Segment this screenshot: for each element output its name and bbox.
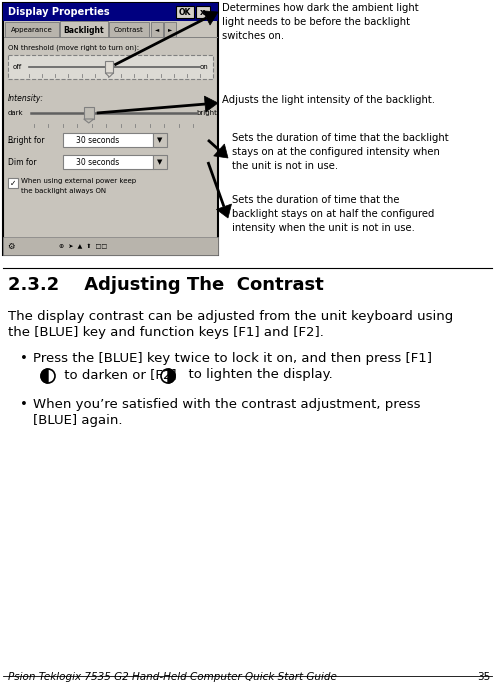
Text: OK: OK <box>179 8 191 17</box>
Text: Determines how dark the ambient light
light needs to be before the backlight
swi: Determines how dark the ambient light li… <box>222 3 419 41</box>
Text: ON threshold (move right to turn on):: ON threshold (move right to turn on): <box>8 44 139 51</box>
Text: ✓: ✓ <box>10 178 16 187</box>
Text: ►: ► <box>168 28 172 33</box>
Text: 30 seconds: 30 seconds <box>76 158 120 167</box>
Text: Sets the duration of time that the backlight
stays on at the configured intensit: Sets the duration of time that the backl… <box>232 133 449 171</box>
Text: Adjusts the light intensity of the backlight.: Adjusts the light intensity of the backl… <box>222 95 435 105</box>
Bar <box>196 6 210 18</box>
Text: ▼: ▼ <box>157 137 163 143</box>
Text: Press the [BLUE] key twice to lock it on, and then press [F1]: Press the [BLUE] key twice to lock it on… <box>33 352 432 365</box>
Bar <box>164 22 176 37</box>
Text: Backlight: Backlight <box>64 26 104 35</box>
Polygon shape <box>41 369 48 383</box>
Text: 2.3.2    Adjusting The  Contrast: 2.3.2 Adjusting The Contrast <box>8 276 324 294</box>
Text: •: • <box>20 398 28 411</box>
Text: •: • <box>20 352 28 365</box>
Text: the [BLUE] key and function keys [F1] and [F2].: the [BLUE] key and function keys [F1] an… <box>8 326 324 339</box>
Bar <box>60 21 108 37</box>
Text: Bright for: Bright for <box>8 135 44 144</box>
Text: the backlight always ON: the backlight always ON <box>21 188 106 194</box>
Polygon shape <box>106 73 114 77</box>
Bar <box>8 178 18 188</box>
Text: bright: bright <box>196 110 217 116</box>
Polygon shape <box>203 11 218 25</box>
Bar <box>153 155 167 169</box>
Bar <box>63 155 153 169</box>
Text: Contrast: Contrast <box>114 27 144 33</box>
Text: off: off <box>13 64 22 70</box>
Polygon shape <box>204 96 218 112</box>
Text: ⊕  ➤  ▲  ⬆  □□: ⊕ ➤ ▲ ⬆ □□ <box>59 244 107 248</box>
Text: 30 seconds: 30 seconds <box>76 135 120 144</box>
Bar <box>151 22 163 37</box>
Text: Dim for: Dim for <box>8 158 36 167</box>
Polygon shape <box>84 119 94 123</box>
Text: Display Properties: Display Properties <box>8 7 110 17</box>
Text: Psion Teklogix 7535 G2 Hand-Held Computer Quick Start Guide: Psion Teklogix 7535 G2 Hand-Held Compute… <box>8 672 337 682</box>
Text: 35: 35 <box>477 672 490 682</box>
Text: dark: dark <box>8 110 23 116</box>
Bar <box>5 22 59 37</box>
Text: ⚙: ⚙ <box>7 242 15 251</box>
Bar <box>109 22 149 37</box>
Polygon shape <box>214 144 228 158</box>
Text: to darken or [F2]: to darken or [F2] <box>60 368 177 381</box>
Text: Intensity:: Intensity: <box>8 94 44 103</box>
Bar <box>3 237 218 255</box>
Text: When using external power keep: When using external power keep <box>21 178 136 184</box>
Text: ◄: ◄ <box>155 28 159 33</box>
Bar <box>176 6 194 18</box>
Polygon shape <box>217 204 232 218</box>
Text: on: on <box>200 64 209 70</box>
Text: [BLUE] again.: [BLUE] again. <box>33 414 123 427</box>
Bar <box>84 107 94 119</box>
Bar <box>8 55 213 79</box>
Bar <box>3 3 218 21</box>
Bar <box>106 61 114 73</box>
Polygon shape <box>168 369 175 383</box>
Bar <box>63 133 153 147</box>
Bar <box>153 133 167 147</box>
Text: x: x <box>200 8 206 17</box>
Text: Appearance: Appearance <box>11 27 53 33</box>
Text: When you’re satisfied with the contrast adjustment, press: When you’re satisfied with the contrast … <box>33 398 420 411</box>
Text: to lighten the display.: to lighten the display. <box>180 368 333 381</box>
Text: Sets the duration of time that the
backlight stays on at half the configured
int: Sets the duration of time that the backl… <box>232 195 434 233</box>
Text: The display contrast can be adjusted from the unit keyboard using: The display contrast can be adjusted fro… <box>8 310 453 323</box>
Bar <box>3 3 218 255</box>
Text: ▼: ▼ <box>157 159 163 165</box>
